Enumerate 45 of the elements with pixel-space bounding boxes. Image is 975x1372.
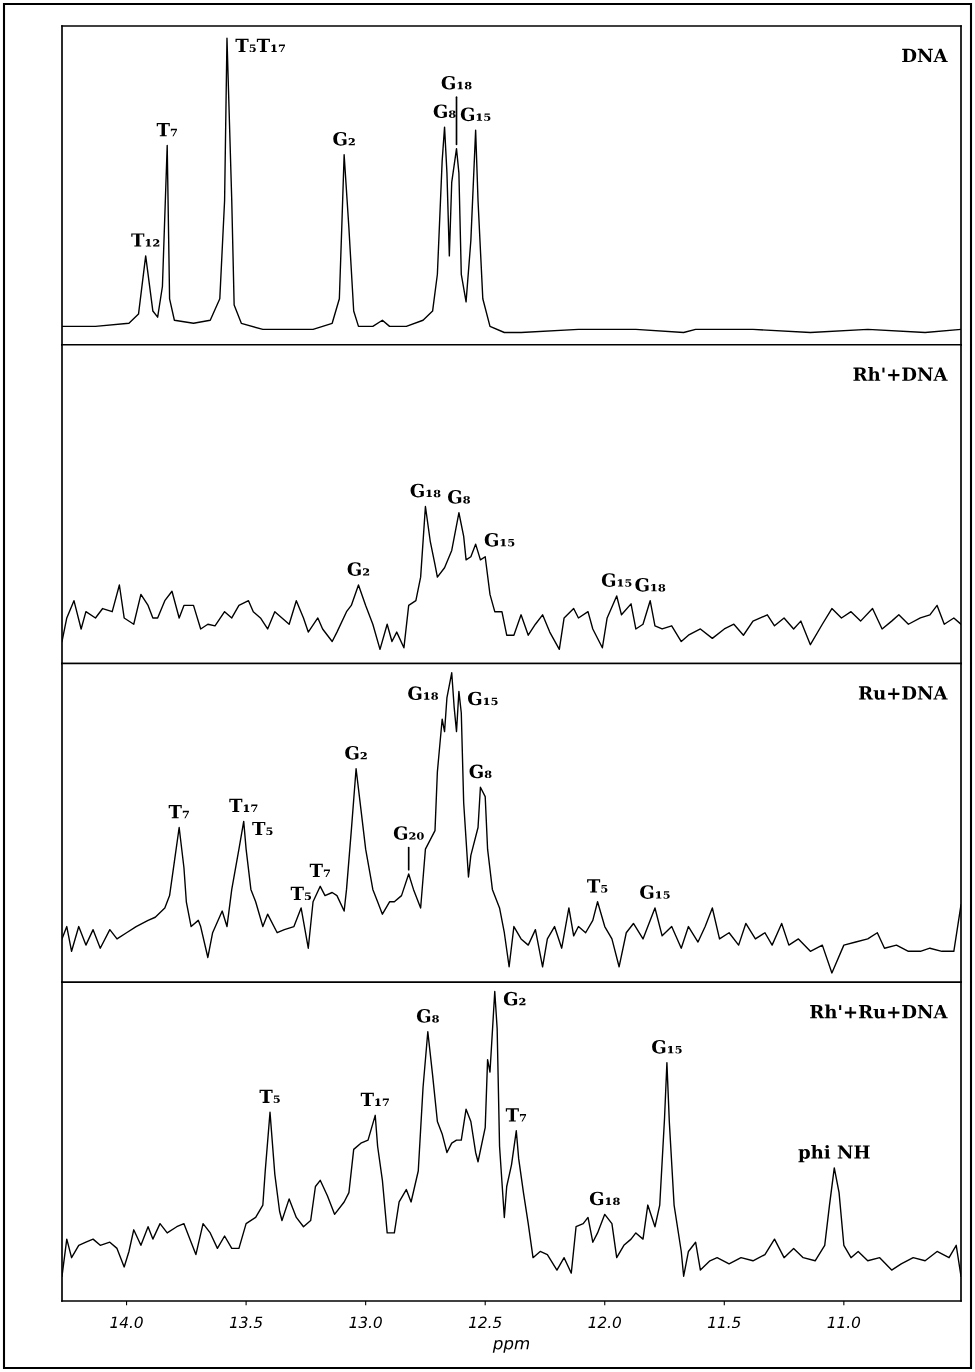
annotation: G₂ xyxy=(503,991,526,1006)
x-tick-label: 12.5 xyxy=(468,1316,502,1329)
annotation: T₁₇ xyxy=(229,798,258,813)
text: Rh'+Ru+DNA xyxy=(810,1004,948,1019)
annotation: T₅ xyxy=(290,886,312,901)
annotation: G₁₈ xyxy=(410,483,441,498)
annotation: T₅T₁₇ xyxy=(235,38,285,53)
annotation: T₇ xyxy=(156,123,177,137)
annotation: G₁₈ xyxy=(635,577,666,592)
annotation: G₂₀ xyxy=(393,826,424,840)
annotation: T₅ xyxy=(259,1089,280,1103)
annotation: G₂ xyxy=(347,562,370,576)
annotation: G₈ xyxy=(469,764,492,779)
annotation: G₁₅ xyxy=(601,573,632,587)
annotation: G₂ xyxy=(333,132,355,146)
annotation: T₇ xyxy=(505,1108,527,1122)
x-tick-label: 14.0 xyxy=(110,1316,143,1329)
annotation: T₅ xyxy=(587,879,608,893)
annotation: T₁₂ xyxy=(131,233,160,247)
annotation: G₁₈ xyxy=(589,1191,620,1206)
annotation: T₇ xyxy=(309,863,330,878)
x-tick-label: 12.0 xyxy=(588,1316,621,1329)
text: Ru+DNA xyxy=(858,686,948,700)
annotation: phi NH xyxy=(798,1144,870,1163)
annotation: G₁₈ xyxy=(441,75,472,90)
annotation: G₁₅ xyxy=(467,691,498,706)
x-tick-label: 11.0 xyxy=(827,1316,861,1329)
annotation: G₈ xyxy=(416,1009,439,1023)
annotation: G₁₅ xyxy=(484,532,515,547)
chart-title: DNA xyxy=(902,48,948,63)
annotation: T₅ xyxy=(252,821,273,836)
x-tick-label: 11.5 xyxy=(708,1316,741,1329)
annotation: G₂ xyxy=(345,746,367,760)
annotation: G₁₈ xyxy=(408,686,439,700)
x-tick-label: 13.5 xyxy=(229,1316,263,1329)
annotation: G₁₅ xyxy=(652,1040,682,1054)
chart-title: Rh'+DNA xyxy=(853,367,948,381)
annotation: G₈ xyxy=(447,490,470,504)
annotation: T₇ xyxy=(168,805,189,819)
annotation: T₁₇ xyxy=(360,1092,389,1107)
annotation: G₈ xyxy=(433,104,456,119)
annotation: G₁₅ xyxy=(460,107,491,122)
annotation: G₁₅ xyxy=(640,885,670,899)
x-axis-title: ppm xyxy=(492,1339,530,1353)
x-tick-label: 13.0 xyxy=(349,1316,382,1329)
